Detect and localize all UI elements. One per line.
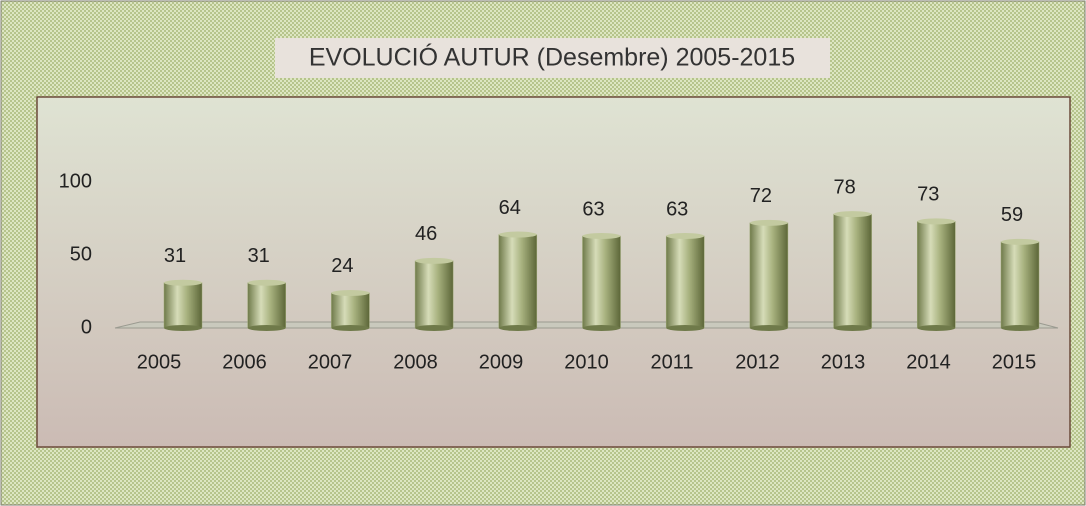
bar-base: [833, 325, 872, 331]
x-tick-label: 2009: [479, 351, 524, 373]
bar: [749, 222, 789, 329]
bar-cap: [164, 279, 202, 286]
bar: [331, 292, 370, 329]
bar: [917, 221, 956, 329]
value-label: 64: [499, 197, 521, 219]
bar-base: [164, 325, 202, 331]
x-tick-label: 2011: [650, 351, 693, 373]
value-label: 73: [917, 184, 939, 206]
value-label: 31: [164, 245, 186, 267]
bar: [498, 234, 538, 329]
value-label: 24: [331, 255, 353, 277]
value-label: 31: [248, 245, 270, 267]
bar-base: [331, 325, 370, 331]
bar: [247, 282, 286, 329]
bar: [833, 213, 872, 329]
bar-base: [247, 325, 286, 331]
y-tick-label: 0: [81, 316, 92, 338]
value-label: 63: [666, 198, 688, 220]
value-label: 63: [582, 198, 604, 220]
bar-cap: [415, 257, 454, 264]
title-box: [275, 38, 830, 78]
x-tick-label: 2008: [393, 351, 438, 373]
bar-cap: [666, 233, 705, 240]
chart-title: EVOLUCIÓ AUTUR (Desembre) 2005-2015: [309, 43, 795, 72]
x-tick-label: 2006: [222, 351, 267, 373]
x-tick-label: 2015: [992, 351, 1037, 373]
y-tick-label: 50: [70, 243, 92, 265]
bar-cap: [917, 218, 956, 225]
bar-cap: [331, 289, 370, 296]
bar: [414, 260, 454, 329]
value-label: 72: [750, 185, 772, 207]
x-tick-label: 2007: [308, 351, 353, 373]
x-tick-label: 2013: [821, 351, 866, 373]
bar-cap: [1001, 238, 1039, 245]
bar-cap: [247, 279, 286, 286]
bar: [163, 282, 203, 329]
y-tick-label: 100: [59, 170, 92, 192]
value-label: 59: [1001, 204, 1023, 226]
bar-base: [666, 325, 705, 331]
bar-base: [415, 325, 454, 331]
x-tick-label: 2012: [735, 351, 780, 373]
bar-cap: [498, 231, 537, 238]
bar-base: [498, 325, 537, 331]
bar-cap: [582, 233, 621, 240]
value-label: 78: [833, 176, 855, 198]
bar-base: [1001, 325, 1039, 331]
bar-base: [582, 325, 621, 331]
bar-cap: [749, 219, 788, 226]
x-tick-label: 2005: [137, 351, 182, 373]
plot-panel: [36, 96, 1071, 448]
bar: [582, 235, 621, 329]
x-tick-label: 2014: [906, 351, 951, 373]
x-tick-label: 2010: [564, 351, 609, 373]
bar: [1000, 241, 1040, 329]
bar-cap: [833, 211, 872, 218]
bar-base: [917, 325, 956, 331]
value-label: 46: [415, 223, 437, 245]
bar: [665, 235, 705, 329]
bar-base: [749, 325, 788, 331]
